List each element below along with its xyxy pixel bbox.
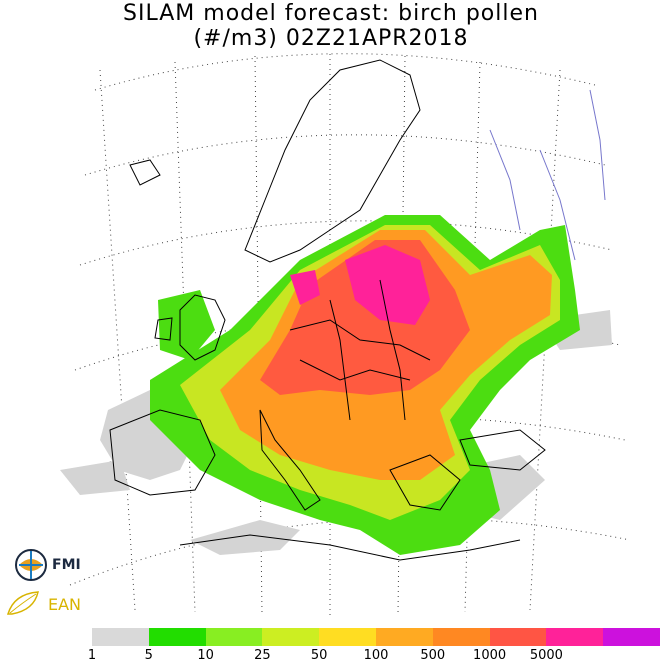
ean-leaf-icon	[6, 591, 39, 615]
legend-tick-label: 500	[420, 648, 446, 663]
legend-swatch	[205, 628, 263, 646]
legend-tick-label: 5	[144, 648, 153, 663]
color-legend	[92, 628, 660, 646]
fmi-globe-icon	[15, 549, 47, 581]
legend-swatch	[603, 628, 660, 646]
fmi-logo: FMI	[14, 548, 104, 584]
legend-labels: 1 5 10 25 50 100 500 1000 5000	[0, 648, 662, 664]
legend-tick-label: 100	[363, 648, 389, 663]
legend-tick-label: 1	[87, 648, 97, 663]
rivers	[489, 89, 606, 261]
legend-swatch	[262, 628, 320, 646]
map-subtitle: (#/m3) 02Z21APR2018	[193, 26, 469, 51]
legend-tick-label: 25	[254, 648, 271, 663]
legend-tick-label: 50	[310, 648, 328, 663]
coastlines	[109, 59, 546, 561]
pollen-magenta-area	[290, 245, 430, 325]
legend-swatch	[92, 628, 149, 646]
legend-tick-label: 5000	[529, 648, 563, 663]
legend-swatch	[489, 628, 547, 646]
ean-logo: EAN	[4, 588, 114, 620]
legend-tick-label: 1000	[473, 648, 507, 663]
legend-swatch	[375, 628, 433, 646]
legend-swatch	[432, 628, 490, 646]
legend-swatch	[546, 628, 604, 646]
legend-tick-label: 10	[197, 648, 214, 663]
ean-label: EAN	[48, 595, 82, 614]
fmi-label: FMI	[52, 557, 81, 573]
legend-swatch	[319, 628, 376, 646]
map-title: SILAM model forecast: birch pollen	[123, 1, 539, 26]
legend-swatch	[148, 628, 206, 646]
europe-pollen-map	[60, 53, 631, 615]
